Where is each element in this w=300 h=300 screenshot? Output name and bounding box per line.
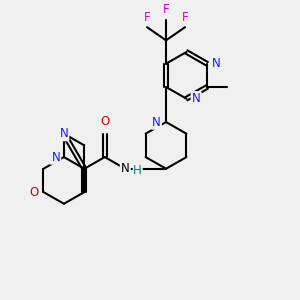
Text: N: N [152, 116, 161, 128]
Text: F: F [163, 3, 170, 16]
Text: N: N [59, 127, 68, 140]
Text: F: F [182, 11, 188, 24]
Text: N: N [212, 57, 221, 70]
Text: N: N [50, 151, 59, 164]
Text: O: O [29, 186, 38, 199]
Text: F: F [182, 11, 188, 24]
Text: N: N [121, 162, 130, 175]
Text: N: N [192, 92, 200, 105]
Text: H: H [134, 164, 142, 177]
Text: N: N [121, 162, 130, 175]
Text: O: O [100, 116, 110, 128]
Text: F: F [163, 3, 170, 16]
Text: F: F [144, 11, 150, 24]
Text: N: N [52, 151, 60, 164]
Text: F: F [144, 11, 150, 24]
Text: N: N [152, 116, 161, 128]
Text: O: O [100, 116, 110, 128]
Text: N: N [59, 127, 68, 140]
Text: N: N [212, 57, 221, 70]
Text: N: N [192, 92, 200, 105]
Text: O: O [29, 186, 38, 199]
